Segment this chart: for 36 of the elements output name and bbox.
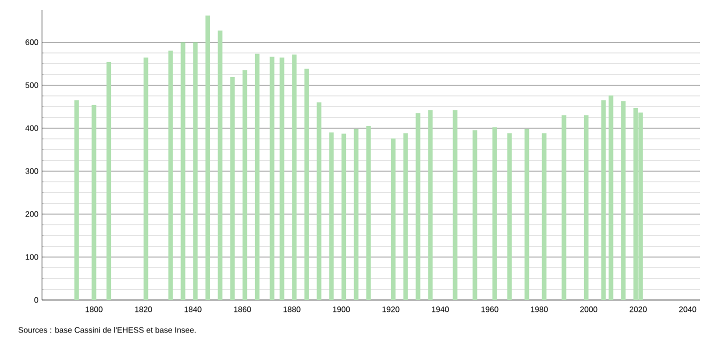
bar <box>584 115 588 300</box>
bar <box>403 133 408 300</box>
bar <box>342 134 346 300</box>
bar <box>354 128 358 300</box>
bar <box>452 110 458 300</box>
bar <box>270 56 274 300</box>
bar <box>205 16 210 300</box>
bar <box>472 130 478 300</box>
bar <box>230 76 235 300</box>
bar <box>562 115 566 300</box>
bar <box>316 102 322 300</box>
bar <box>608 95 614 300</box>
bar <box>329 132 334 300</box>
bar <box>390 138 396 300</box>
bar <box>492 127 497 300</box>
bar <box>621 101 626 300</box>
bar <box>106 62 112 300</box>
bar <box>168 50 173 300</box>
bar <box>180 42 186 300</box>
bar <box>542 133 546 300</box>
bar <box>524 128 530 300</box>
bar <box>74 100 79 300</box>
bar <box>144 58 148 300</box>
bar <box>507 133 512 300</box>
bar <box>92 104 96 300</box>
bar <box>304 68 309 300</box>
bar <box>218 30 222 300</box>
bar <box>254 54 260 300</box>
bar <box>242 70 248 300</box>
bar <box>366 126 371 300</box>
bar <box>193 42 198 300</box>
bar <box>280 58 284 300</box>
bar <box>428 110 433 300</box>
bar <box>601 100 606 300</box>
bar <box>416 113 420 300</box>
bar <box>292 54 297 300</box>
